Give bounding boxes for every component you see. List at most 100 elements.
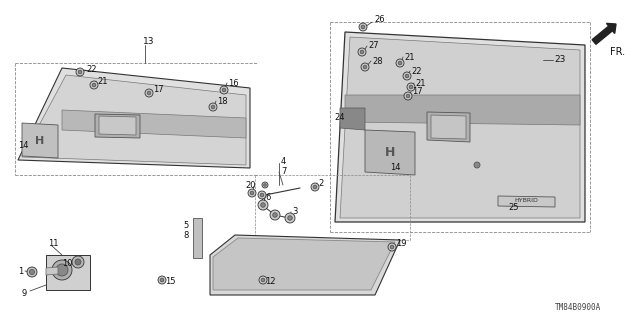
Circle shape (404, 92, 412, 100)
Text: 16: 16 (228, 78, 239, 87)
Text: 24: 24 (334, 113, 344, 122)
Circle shape (209, 103, 217, 111)
Circle shape (259, 276, 267, 284)
Circle shape (358, 48, 366, 56)
Text: H: H (385, 145, 395, 159)
Polygon shape (46, 255, 90, 290)
Polygon shape (18, 68, 250, 168)
Circle shape (260, 203, 265, 207)
Text: 17: 17 (412, 87, 422, 97)
Circle shape (405, 74, 409, 78)
Text: 11: 11 (48, 240, 58, 249)
Circle shape (27, 267, 37, 277)
Text: 9: 9 (22, 288, 28, 298)
Polygon shape (498, 196, 555, 207)
Text: 23: 23 (554, 56, 565, 64)
Text: 4: 4 (281, 158, 286, 167)
Circle shape (273, 213, 277, 217)
Text: 20: 20 (245, 182, 255, 190)
Text: 2: 2 (318, 179, 323, 188)
Text: 19: 19 (396, 239, 406, 248)
Text: 17: 17 (153, 85, 164, 94)
Circle shape (264, 184, 266, 186)
Circle shape (406, 94, 410, 98)
Circle shape (250, 191, 254, 195)
Circle shape (261, 278, 265, 282)
Polygon shape (210, 235, 400, 295)
Polygon shape (427, 112, 470, 142)
Circle shape (396, 59, 404, 67)
Circle shape (90, 81, 98, 89)
Polygon shape (431, 115, 466, 139)
Text: TM84B0900A: TM84B0900A (555, 303, 601, 312)
Circle shape (92, 83, 96, 87)
Circle shape (285, 213, 295, 223)
Polygon shape (213, 238, 395, 290)
Circle shape (361, 25, 365, 29)
Text: HYBRID: HYBRID (514, 198, 538, 204)
Circle shape (360, 50, 364, 54)
Circle shape (258, 191, 266, 199)
Text: 13: 13 (143, 36, 154, 46)
Text: 10: 10 (62, 258, 72, 268)
Text: 27: 27 (368, 41, 379, 50)
Circle shape (313, 185, 317, 189)
Circle shape (388, 243, 396, 251)
Circle shape (211, 105, 215, 109)
Circle shape (288, 216, 292, 220)
Circle shape (403, 72, 411, 80)
Text: 21: 21 (415, 78, 426, 87)
Circle shape (270, 210, 280, 220)
Text: H: H (35, 136, 45, 146)
Polygon shape (193, 218, 202, 258)
FancyArrow shape (592, 23, 616, 44)
Polygon shape (99, 116, 136, 135)
Circle shape (260, 193, 264, 197)
Polygon shape (95, 114, 140, 138)
Circle shape (29, 270, 35, 275)
Text: 1: 1 (18, 266, 23, 276)
Text: 21: 21 (97, 77, 108, 85)
Text: 18: 18 (217, 97, 228, 106)
Text: 14: 14 (18, 142, 29, 151)
Circle shape (474, 162, 480, 168)
Text: 12: 12 (265, 278, 275, 286)
Text: 5: 5 (183, 221, 188, 231)
Text: 28: 28 (372, 56, 383, 65)
Polygon shape (62, 110, 246, 138)
Circle shape (311, 183, 319, 191)
Polygon shape (365, 130, 415, 175)
Circle shape (220, 86, 228, 94)
Text: 6: 6 (265, 192, 270, 202)
Circle shape (390, 245, 394, 249)
Text: 21: 21 (404, 53, 415, 62)
Circle shape (364, 65, 367, 69)
Polygon shape (340, 37, 580, 218)
Circle shape (398, 61, 402, 65)
Circle shape (160, 278, 164, 282)
Polygon shape (46, 267, 58, 275)
Circle shape (258, 200, 268, 210)
Circle shape (72, 256, 84, 268)
Circle shape (407, 83, 415, 91)
Circle shape (145, 89, 153, 97)
Circle shape (76, 68, 84, 76)
Text: 22: 22 (411, 66, 422, 76)
Circle shape (248, 189, 256, 197)
Circle shape (52, 260, 72, 280)
Text: 25: 25 (508, 204, 518, 212)
Text: 7: 7 (281, 167, 286, 175)
Text: 14: 14 (390, 164, 401, 173)
Text: FR.: FR. (610, 47, 625, 57)
Polygon shape (22, 123, 58, 158)
Polygon shape (335, 32, 585, 222)
Text: 26: 26 (374, 16, 385, 25)
Text: 8: 8 (183, 231, 188, 240)
Circle shape (361, 63, 369, 71)
Circle shape (409, 85, 413, 89)
Circle shape (56, 264, 68, 276)
Text: 15: 15 (165, 278, 175, 286)
Circle shape (222, 88, 226, 92)
Text: 3: 3 (292, 207, 298, 217)
Circle shape (78, 70, 82, 74)
